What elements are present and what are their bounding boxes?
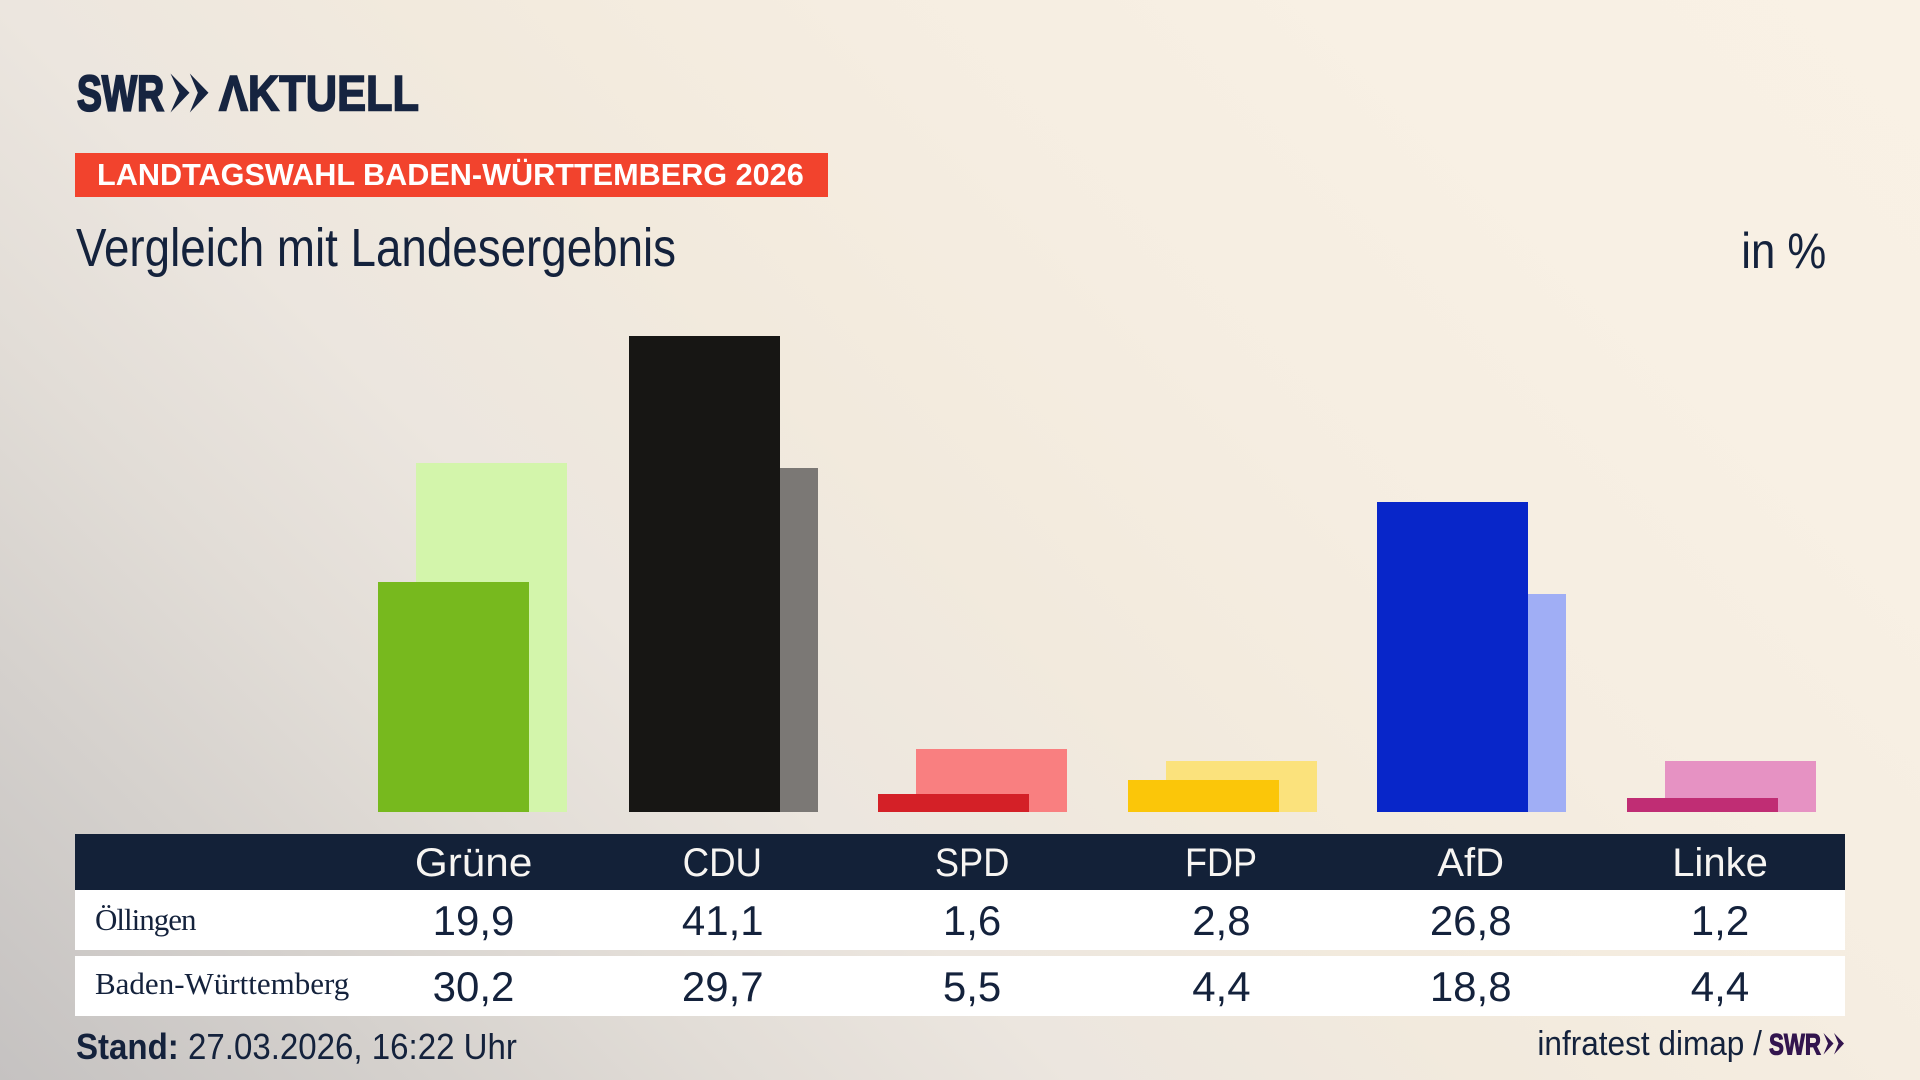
- svg-text:ΛKTUELL: ΛKTUELL: [219, 66, 419, 122]
- svg-text:SWR: SWR: [77, 66, 164, 122]
- svg-text:SWR: SWR: [1769, 1033, 1821, 1059]
